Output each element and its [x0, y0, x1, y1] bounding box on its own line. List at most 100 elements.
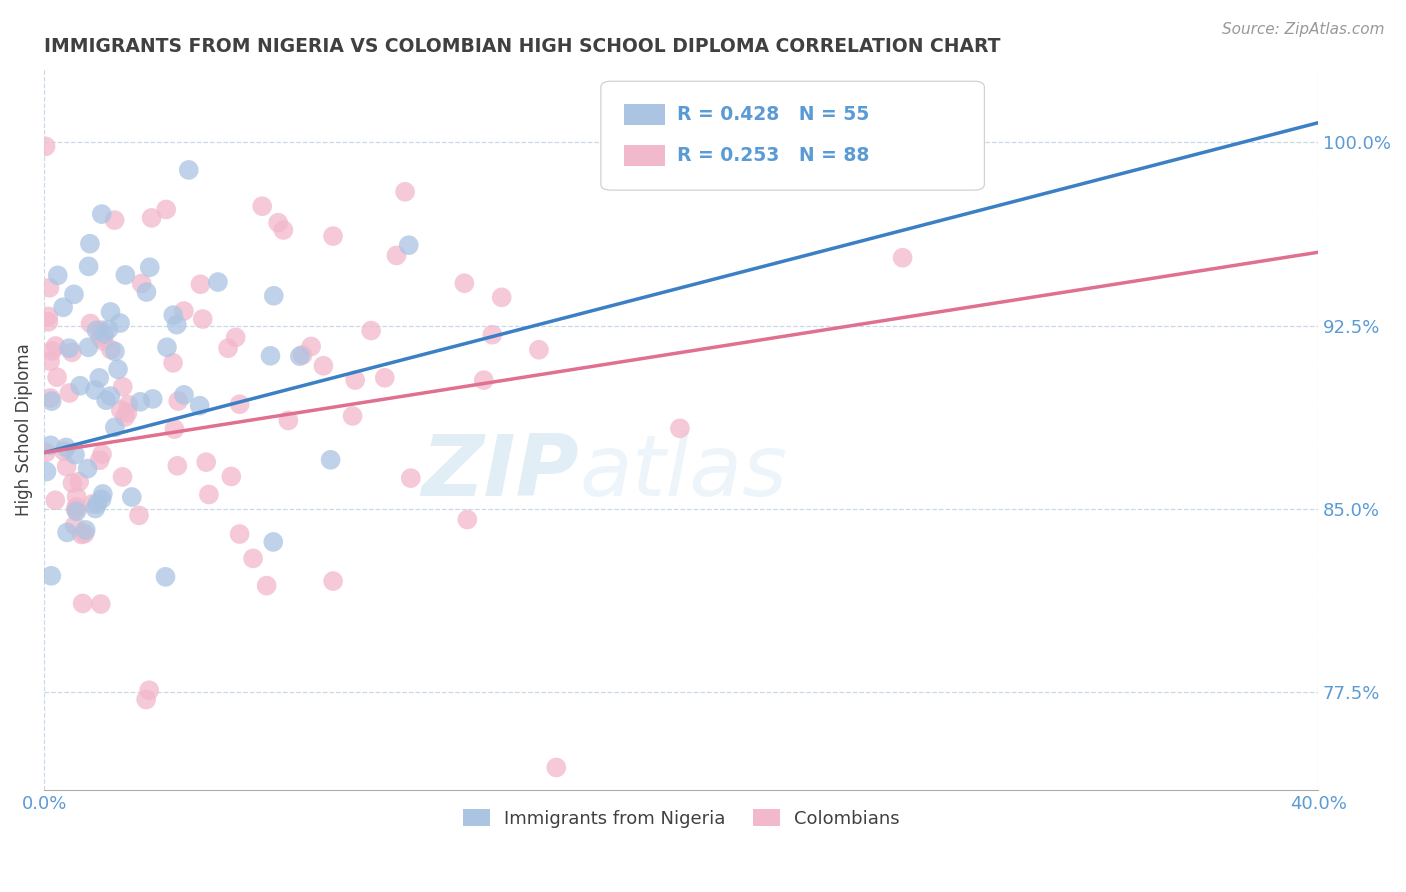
Point: [173, 304, 195, 318]
Point: [342, 409, 364, 423]
Point: [90, 597, 112, 611]
FancyBboxPatch shape: [600, 81, 984, 190]
Point: [37, 315, 59, 329]
Point: [398, 238, 420, 252]
Point: [891, 251, 914, 265]
Point: [142, 392, 165, 406]
Point: [108, 316, 131, 330]
Point: [35, 465, 58, 479]
Point: [117, 398, 139, 412]
Point: [155, 570, 177, 584]
Point: [90, 323, 112, 337]
Point: [69, 378, 91, 392]
Point: [139, 260, 162, 275]
Point: [228, 527, 250, 541]
Point: [491, 290, 513, 304]
Point: [94, 393, 117, 408]
Point: [39, 354, 62, 368]
Point: [65, 504, 87, 518]
Point: [84, 501, 107, 516]
Point: [39, 438, 62, 452]
Point: [55, 459, 77, 474]
Point: [117, 406, 139, 420]
Y-axis label: High School Diploma: High School Diploma: [15, 343, 32, 516]
Point: [188, 399, 211, 413]
Point: [129, 394, 152, 409]
Point: [219, 469, 242, 483]
Point: [546, 760, 568, 774]
Point: [65, 500, 87, 514]
Text: R = 0.428   N = 55: R = 0.428 N = 55: [678, 105, 869, 124]
Point: [527, 343, 550, 357]
Point: [55, 441, 77, 455]
Point: [58, 341, 80, 355]
Point: [262, 535, 284, 549]
Point: [299, 339, 322, 353]
Point: [263, 289, 285, 303]
Point: [198, 487, 221, 501]
Point: [38, 281, 60, 295]
Point: [173, 388, 195, 402]
Point: [52, 444, 75, 458]
Point: [46, 370, 69, 384]
Point: [114, 268, 136, 282]
Point: [39, 391, 62, 405]
Point: [65, 502, 87, 516]
Point: [76, 461, 98, 475]
Text: R = 0.253   N = 88: R = 0.253 N = 88: [678, 146, 870, 165]
Point: [75, 523, 97, 537]
Point: [86, 497, 108, 511]
Point: [190, 277, 212, 292]
Point: [44, 493, 66, 508]
Point: [52, 300, 75, 314]
Point: [131, 277, 153, 291]
Point: [91, 487, 114, 501]
Point: [267, 216, 290, 230]
Point: [291, 348, 314, 362]
Text: ZIP: ZIP: [422, 431, 579, 514]
Point: [225, 330, 247, 344]
Point: [207, 275, 229, 289]
Point: [100, 343, 122, 357]
Point: [41, 343, 63, 358]
Point: [79, 317, 101, 331]
Point: [34, 139, 56, 153]
Point: [70, 527, 93, 541]
Point: [166, 458, 188, 473]
Point: [681, 143, 703, 157]
Point: [46, 268, 69, 283]
Point: [37, 310, 59, 324]
Point: [135, 285, 157, 299]
Point: [93, 327, 115, 342]
Point: [86, 323, 108, 337]
Point: [481, 327, 503, 342]
Point: [195, 455, 218, 469]
Point: [322, 574, 344, 588]
Point: [63, 287, 86, 301]
Point: [67, 475, 90, 489]
Point: [128, 508, 150, 523]
Point: [77, 260, 100, 274]
FancyBboxPatch shape: [624, 145, 665, 166]
Point: [312, 359, 335, 373]
Point: [41, 394, 63, 409]
Point: [79, 236, 101, 251]
Point: [242, 551, 264, 566]
Point: [288, 349, 311, 363]
Point: [177, 163, 200, 178]
Point: [141, 211, 163, 225]
Point: [162, 356, 184, 370]
Point: [84, 383, 107, 397]
Point: [82, 497, 104, 511]
Point: [669, 421, 692, 435]
Point: [135, 692, 157, 706]
Point: [162, 308, 184, 322]
Point: [62, 476, 84, 491]
Point: [35, 445, 58, 459]
Point: [104, 344, 127, 359]
Point: [93, 334, 115, 348]
Point: [45, 339, 67, 353]
Point: [100, 305, 122, 319]
Point: [399, 471, 422, 485]
Point: [163, 422, 186, 436]
